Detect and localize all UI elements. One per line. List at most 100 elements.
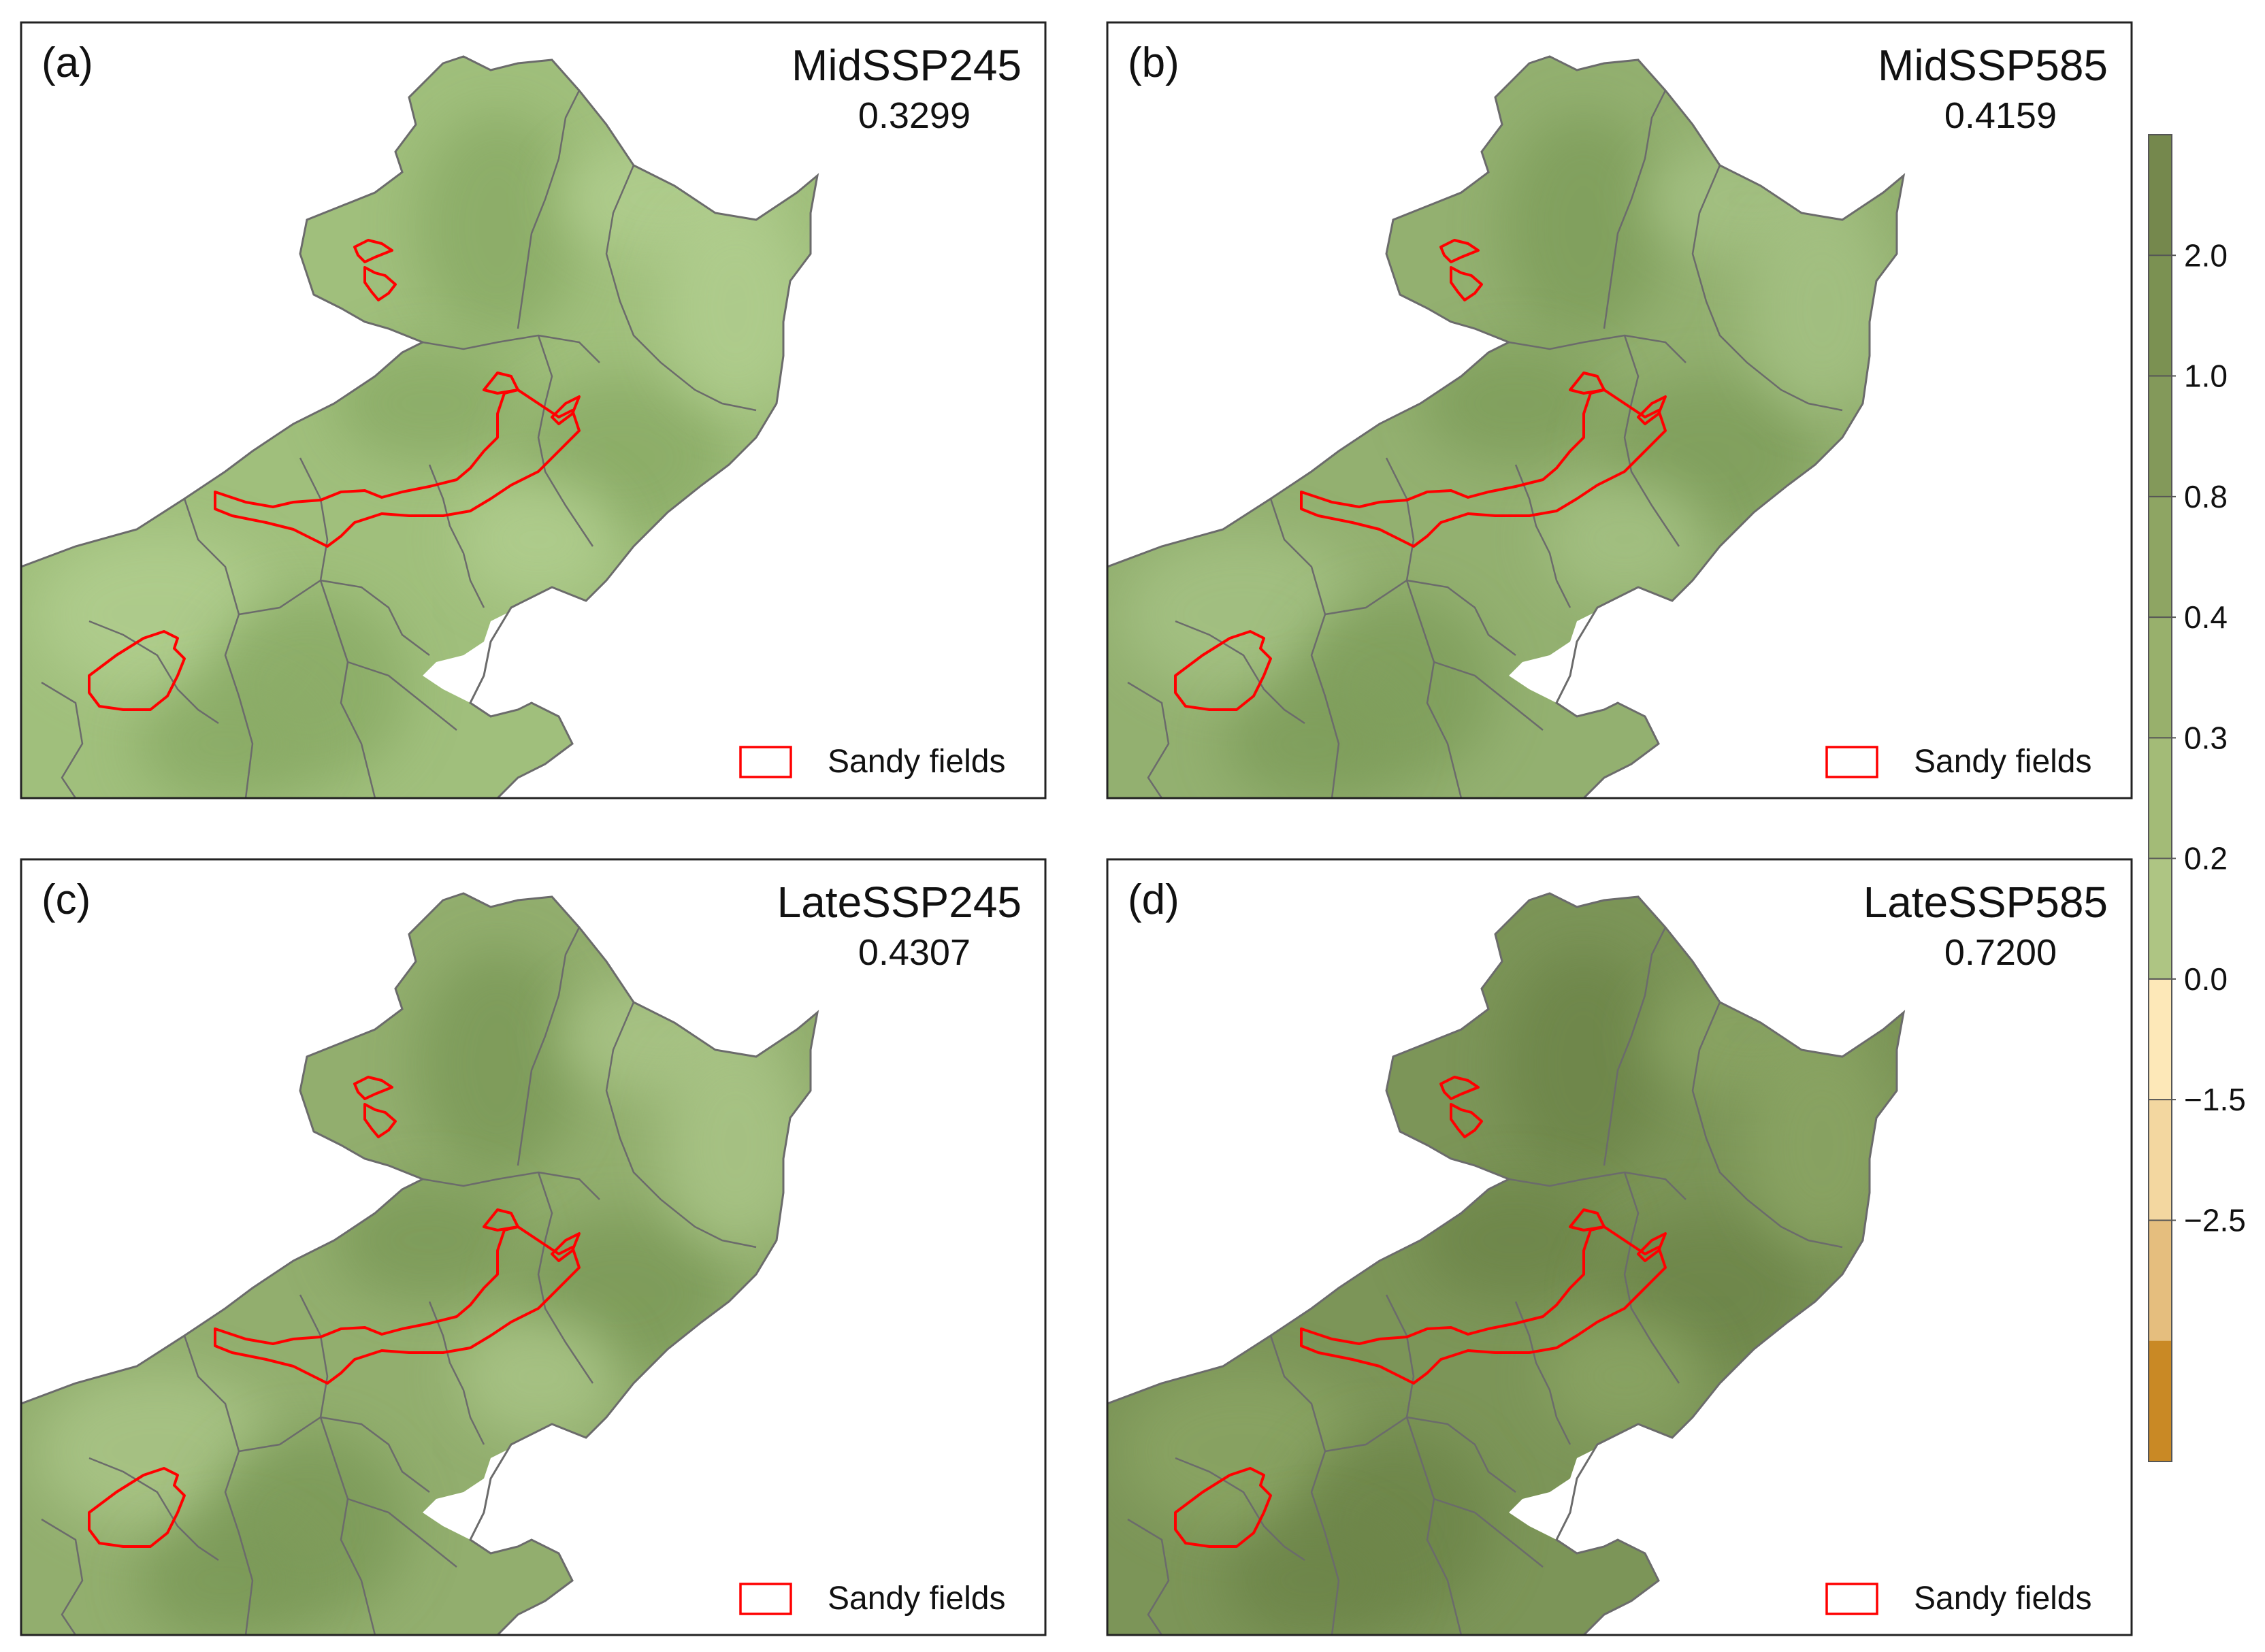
panel-frame (20, 858, 1047, 1636)
map-panel-b: (b) MidSSP585 0.4159 Sandy fields (1106, 21, 2133, 799)
colorbar-tick-label: 0.0 (2184, 961, 2228, 997)
legend-swatch (739, 1583, 792, 1615)
coastline (1107, 55, 1906, 798)
admin-border (517, 90, 581, 329)
sandy-field-outline (214, 389, 581, 548)
admin-border (1406, 1416, 1516, 1493)
scenario-label: LateSSP245 (777, 878, 1022, 927)
legend-label: Sandy fields (1914, 1581, 2092, 1617)
admin-border (1324, 1416, 1407, 1453)
panel-letter: (b) (1128, 39, 1179, 86)
legend-label: Sandy fields (1914, 744, 2092, 780)
legend-swatch (1825, 746, 1878, 778)
colorbar-segment (2149, 376, 2172, 497)
admin-border (1691, 165, 1843, 412)
shading-blob (416, 111, 579, 342)
sandy-field-outline (363, 266, 397, 301)
admin-border (238, 579, 321, 616)
admin-border (299, 457, 376, 798)
shading-blob (1223, 682, 1400, 798)
scenario-label: MidSSP245 (792, 41, 1022, 90)
panel-letter: (a) (42, 39, 93, 86)
admin-border (183, 498, 254, 798)
legend-swatch (739, 746, 792, 778)
panel-letter: (d) (1128, 876, 1179, 923)
shading-blob (137, 682, 314, 798)
sandy-field-outline (1439, 1076, 1480, 1100)
panel-frame (1106, 21, 2133, 799)
admin-border (517, 927, 581, 1166)
legend-label: Sandy fields (828, 1581, 1006, 1617)
admin-border (1385, 1294, 1463, 1635)
sandy-field-outline (1300, 389, 1667, 548)
colorbar-segment (2149, 978, 2172, 1100)
colorbar-segment (2149, 1100, 2172, 1221)
admin-border (320, 579, 430, 656)
admin-border (428, 1301, 485, 1445)
sandy-field-outline (1450, 1103, 1483, 1138)
sandy-field-outline (1569, 1208, 1606, 1232)
colorbar-tick-label: 0.4 (2184, 599, 2228, 635)
shading-blob (1420, 342, 1611, 465)
sandy-field-outline (214, 1225, 581, 1385)
sandy-field-outline (88, 1467, 186, 1548)
value-shading (1121, 948, 1897, 1635)
colorbar-tick-label: 0.2 (2184, 841, 2228, 876)
mean-value: 0.7200 (1944, 932, 2057, 973)
shading-blob (137, 1519, 314, 1635)
colorbar-tick-label: 1.0 (2184, 359, 2228, 394)
admin-border (347, 1498, 457, 1568)
colorbar-tick-label: 2.0 (2184, 237, 2228, 273)
admin-border (1385, 457, 1463, 798)
colorbar-segment (2149, 858, 2172, 980)
admin-border (1623, 1172, 1680, 1384)
colorbar-segment (2149, 135, 2172, 256)
admin-border (347, 661, 457, 731)
sandy-field-outline (1637, 1232, 1667, 1262)
shading-blob (457, 1315, 620, 1438)
colorbar: 2.0 1.0 0.8 0.4 0.3 0.2 0.0 −1.5 −2.5 (2148, 134, 2246, 1462)
value-shading (35, 111, 811, 798)
colorbar-segment (2149, 1340, 2172, 1462)
admin-border (1514, 464, 1571, 608)
admin-border (238, 1416, 321, 1453)
colorbar-frame (2148, 134, 2172, 1462)
admin-border (1623, 335, 1680, 547)
admin-border (1175, 1457, 1305, 1562)
sandy-field-outline (1174, 1467, 1272, 1548)
admin-border (1127, 681, 1170, 798)
shading-blob (1223, 1519, 1400, 1635)
colorbar-tick-label: −1.5 (2184, 1082, 2246, 1117)
admin-border (1406, 579, 1516, 656)
colorbar-segment (2149, 738, 2172, 859)
bay-water (1509, 608, 1625, 703)
colorbar-tick-label: −2.5 (2184, 1202, 2246, 1238)
admin-border (1514, 1301, 1571, 1445)
shading-blob (1543, 1315, 1706, 1438)
panel-frame (1106, 858, 2133, 1636)
admin-border (1433, 661, 1544, 731)
shading-blob (457, 478, 620, 601)
mean-value: 0.3299 (858, 95, 971, 136)
sandy-field-outline (551, 395, 581, 425)
shading-blob (1543, 478, 1706, 601)
sandy-field-outline (483, 1208, 519, 1232)
panel-letter: (c) (42, 876, 91, 923)
shading-blob (334, 1179, 525, 1302)
sandy-field-outline (1439, 239, 1480, 263)
shading-blob (1420, 1179, 1611, 1302)
admin-border (88, 1457, 219, 1562)
mean-value: 0.4307 (858, 932, 971, 973)
colorbar-tick-label: 0.8 (2184, 479, 2228, 514)
sandy-field-outline (1300, 1225, 1667, 1385)
sandy-field-outline (1569, 371, 1606, 395)
admin-border (537, 1172, 594, 1384)
colorbar-segment (2149, 255, 2172, 377)
map-panel-c: (c) LateSSP245 0.4307 Sandy fields (20, 858, 1047, 1636)
admin-border (1324, 579, 1407, 616)
admin-border (1603, 927, 1667, 1166)
admin-border (1127, 1518, 1170, 1635)
admin-border (1691, 1002, 1843, 1249)
bay-water (1509, 1444, 1625, 1540)
